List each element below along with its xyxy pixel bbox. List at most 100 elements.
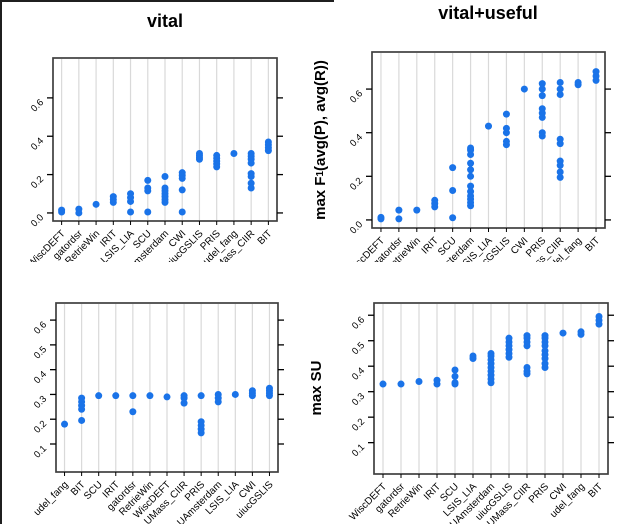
data-point	[78, 416, 86, 424]
data-point	[505, 334, 513, 342]
data-point	[467, 159, 475, 167]
data-point	[538, 105, 546, 113]
data-point	[395, 206, 403, 214]
data-point	[161, 184, 169, 192]
y-tick-label: 0.2	[348, 176, 365, 193]
x-category-label: BIT	[583, 235, 602, 254]
data-point	[112, 392, 120, 400]
y-tick-label: 0.4	[29, 136, 46, 153]
y-tick-label: 0.1	[350, 442, 367, 459]
data-point	[397, 380, 405, 388]
data-point	[556, 135, 564, 143]
data-point	[502, 124, 510, 132]
y-tick-label: 0.3	[32, 394, 49, 411]
data-point	[467, 166, 475, 174]
y-tick-label: 0.2	[350, 417, 367, 434]
data-point	[556, 85, 564, 93]
data-point	[178, 208, 186, 216]
y-tick-label: 0.6	[29, 97, 46, 114]
y-tick-label: 0.5	[32, 344, 49, 361]
data-point	[467, 172, 475, 180]
y-tick-label: 0.2	[29, 174, 46, 191]
data-point	[61, 420, 69, 428]
y-tick-label: 0.6	[350, 315, 367, 332]
data-point	[144, 208, 152, 216]
data-point	[109, 193, 117, 201]
data-point	[520, 85, 528, 93]
y-tick-label: 0.5	[350, 340, 367, 357]
screenshot-top-edge	[0, 0, 334, 2]
y-tick-label: 0.3	[350, 391, 367, 408]
panel-vital-max-f1: 0.00.20.40.6WiscDEFTgatordsrRetrieWinIRI…	[26, 57, 283, 262]
data-point	[467, 188, 475, 196]
data-point	[92, 200, 100, 208]
data-point	[556, 91, 564, 99]
data-point	[433, 376, 441, 384]
data-point	[451, 372, 459, 380]
data-point	[144, 184, 152, 192]
data-point	[180, 399, 188, 407]
data-point	[75, 205, 83, 213]
y-tick-label: 0.1	[32, 443, 49, 460]
data-point	[467, 144, 475, 152]
screenshot-left-edge	[0, 2, 2, 524]
panel-vital-useful-max-su: 0.10.20.30.40.50.6WiscDEFTgatordsrRetrie…	[348, 302, 614, 524]
data-point	[451, 379, 459, 387]
x-category-label: PRIS	[527, 481, 552, 506]
data-point	[541, 360, 549, 368]
data-point	[247, 179, 255, 187]
data-point	[180, 392, 188, 400]
data-point	[127, 208, 135, 216]
data-point	[95, 392, 103, 400]
data-point	[178, 186, 186, 194]
data-point	[197, 392, 205, 400]
data-point	[485, 122, 492, 130]
data-point	[230, 149, 238, 157]
data-point	[377, 213, 385, 221]
data-point	[449, 164, 457, 172]
y-tick-label: 0.0	[29, 212, 46, 229]
y-tick-label: 0.2	[32, 419, 49, 436]
data-point	[195, 149, 203, 157]
data-point	[449, 214, 457, 222]
data-point	[413, 206, 421, 214]
data-point	[592, 68, 600, 76]
data-point	[78, 394, 86, 402]
data-point	[538, 85, 546, 93]
data-point	[213, 151, 221, 159]
column-title-vital: vital	[146, 11, 184, 31]
data-point	[559, 329, 567, 337]
y-tick-label: 0.6	[32, 319, 49, 336]
panel-vital-max-su: 0.10.20.30.40.50.6udel_fangBITSCUIRITgat…	[32, 302, 284, 524]
data-point	[487, 349, 495, 357]
y-tick-label: 0.4	[348, 132, 365, 149]
data-point	[577, 328, 585, 336]
data-point	[556, 173, 564, 181]
y-tick-label: 0.4	[350, 366, 367, 383]
data-point	[538, 129, 546, 137]
data-point	[264, 138, 272, 146]
data-point	[556, 157, 564, 165]
data-point	[449, 186, 457, 194]
data-point	[556, 79, 564, 87]
data-point	[163, 393, 171, 401]
panel-vital-useful-max-f1: 0.00.20.40.6WiscDEFTgatordsrRetrieWinIRI…	[346, 51, 611, 262]
data-point	[144, 176, 152, 184]
y-tick-label: 0.0	[348, 219, 365, 236]
data-point	[247, 149, 255, 157]
data-point	[523, 332, 531, 340]
x-category-label: IRIT	[422, 481, 443, 502]
data-point	[556, 168, 564, 176]
data-point	[231, 390, 239, 398]
data-point	[467, 182, 475, 190]
data-point	[161, 173, 169, 181]
data-point	[595, 313, 603, 321]
x-category-label: BIT	[256, 228, 275, 247]
data-point	[451, 366, 459, 374]
data-point	[538, 92, 546, 100]
data-point	[265, 384, 273, 392]
data-point	[146, 392, 154, 400]
data-point	[247, 184, 255, 192]
x-category-label: BIT	[586, 481, 605, 500]
data-point	[541, 332, 549, 340]
